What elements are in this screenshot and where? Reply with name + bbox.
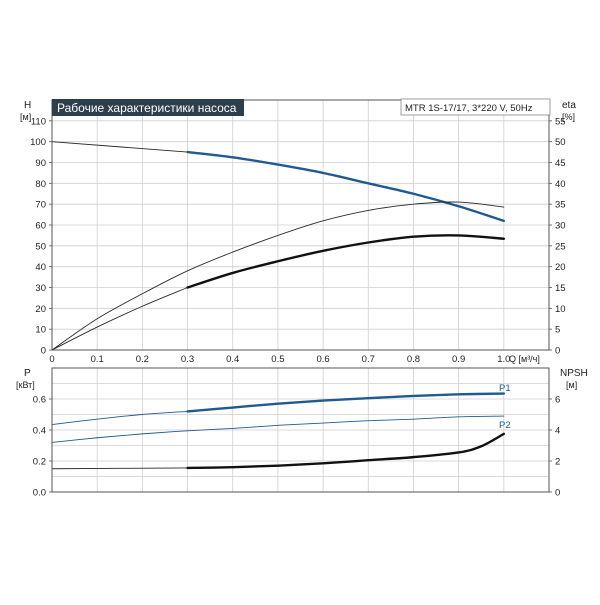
- top-ytick-label: 80: [35, 179, 46, 190]
- top-series-3-line: [51, 287, 188, 351]
- top-xtick-label: 1.0: [497, 354, 510, 365]
- top-xtick-label: 0: [49, 354, 54, 365]
- top-y2tick-label: 50: [555, 137, 566, 148]
- bottom-y2label-unit: [м]: [566, 380, 577, 390]
- top-series-0-line: [51, 141, 188, 153]
- bottom-ylabel-unit: [кВт]: [16, 380, 35, 390]
- top-y2tick-label: 0: [555, 346, 560, 357]
- model-label-box: [400, 98, 551, 116]
- top-y2tick-label: 40: [555, 179, 566, 190]
- bottom-y2tick-label: 4: [555, 426, 560, 437]
- top-xtick-label: 0.9: [452, 354, 465, 365]
- bottom-ytick-label: 0.0: [33, 488, 46, 499]
- bottom-y2tick-label: 6: [555, 395, 560, 406]
- bottom-y2tick-label: 2: [555, 457, 560, 468]
- top-ylabel: H: [24, 100, 31, 111]
- top-ytick-label: 10: [35, 325, 46, 336]
- top-xtick-label: 0.4: [226, 354, 239, 365]
- bottom-ytick-label: 0.4: [33, 426, 46, 437]
- top-xtick-label: 0.6: [316, 354, 329, 365]
- top-y2tick-label: 25: [555, 241, 566, 252]
- bottom-ylabel: P: [24, 368, 31, 379]
- top-ytick-label: 110: [31, 116, 46, 127]
- top-xtick-label: 0.8: [407, 354, 420, 365]
- top-grid: [52, 100, 549, 350]
- top-xtick-label: 0.1: [91, 354, 104, 365]
- top-ytick-label: 100: [30, 137, 46, 148]
- top-ytick-label: 20: [35, 304, 46, 315]
- bottom-grid: [52, 368, 549, 492]
- top-ytick-label: 30: [35, 283, 46, 294]
- top-y2tick-label: 55: [555, 116, 566, 127]
- bottom-series-4-line: [186, 432, 506, 470]
- bottom-ytick-label: 0.6: [33, 395, 46, 406]
- bottom-y2tick-label: 0: [555, 488, 560, 499]
- top-y2tick-label: 30: [555, 221, 566, 232]
- title-banner: [52, 99, 244, 116]
- top-series-2-line: [51, 201, 505, 351]
- top-series-4-line: [186, 234, 506, 289]
- top-xtick-label: 0.2: [136, 354, 149, 365]
- bottom-series-1-line: [186, 392, 506, 413]
- top-y2tick-label: 15: [555, 283, 566, 294]
- top-y2tick-label: 5: [555, 325, 560, 336]
- top-ytick-label: 0: [41, 346, 46, 357]
- top-y2tick-label: 45: [555, 158, 566, 169]
- top-series-group: [51, 141, 506, 351]
- bottom-axes: 0.0 0.2 0.4 0.6 0 2 4 6: [33, 367, 560, 499]
- top-ytick-label: 90: [35, 158, 46, 169]
- top-y2tick-label: 20: [555, 262, 566, 273]
- top-axes: 0 10 20 30 40 50 60 70 80 90 100 110 0 5 10 15 20 25 30 35 4…: [30, 99, 566, 365]
- top-ytick-label: 70: [35, 200, 46, 211]
- top-xtick-label: 0.5: [271, 354, 284, 365]
- top-xlabel: Q [м³/ч]: [509, 354, 540, 364]
- top-ytick-label: 40: [35, 262, 46, 273]
- bottom-series-0-line: [51, 410, 188, 426]
- chart-title: Рабочие характеристики насоса: [57, 101, 237, 115]
- top-ytick-label: 50: [35, 241, 46, 252]
- top-xtick-label: 0.3: [181, 354, 194, 365]
- top-y2tick-label: 35: [555, 200, 566, 211]
- top-ytick-label: 60: [35, 221, 46, 232]
- bottom-series-3-line: [51, 467, 188, 470]
- series-label-p2: P2: [499, 420, 511, 431]
- series-label-p1: P1: [499, 383, 511, 394]
- top-y2label: eta: [562, 100, 576, 111]
- bottom-series-group: [51, 392, 506, 470]
- bottom-series-2-line: [51, 415, 505, 443]
- bottom-ytick-label: 0.2: [33, 457, 46, 468]
- model-label: MTR 1S-17/17, 3*220 V, 50Hz: [405, 103, 533, 114]
- top-ylabel-unit: [м]: [20, 112, 31, 122]
- bottom-y2label: NPSH: [560, 368, 588, 379]
- top-y2label-unit: [%]: [562, 112, 575, 122]
- top-series-1-line: [186, 150, 506, 223]
- top-y2tick-label: 10: [555, 304, 566, 315]
- top-xtick-label: 0.7: [362, 354, 375, 365]
